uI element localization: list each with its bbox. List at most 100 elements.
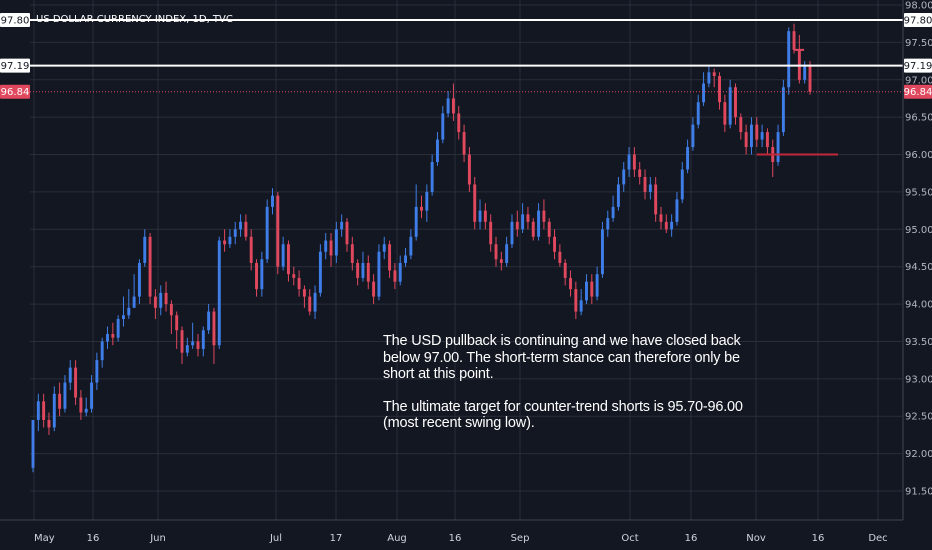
- candle-body: [547, 221, 551, 237]
- level-label-left-bg: [0, 84, 30, 99]
- y-tick-label: 93.00: [905, 374, 932, 385]
- candle-body: [388, 244, 392, 271]
- candle-body: [537, 210, 541, 237]
- candle-body: [675, 199, 679, 222]
- x-tick-label: Dec: [868, 533, 887, 544]
- candle-body: [494, 244, 498, 260]
- level-label-left: 97.80: [1, 15, 30, 26]
- candle-body: [787, 31, 791, 88]
- candle-body: [84, 408, 88, 413]
- x-tick-label: Nov: [746, 533, 766, 544]
- x-tick-label: Oct: [621, 533, 638, 544]
- candle-body: [781, 87, 785, 133]
- candle-body: [505, 244, 509, 263]
- annotation-paragraph-1: The USD pullback is continuing and we ha…: [383, 333, 741, 382]
- candle-body: [271, 195, 274, 207]
- y-tick-label: 96.50: [905, 113, 932, 124]
- candle-body: [803, 64, 807, 80]
- candle-body: [340, 221, 344, 230]
- candle-body: [808, 64, 812, 92]
- candle-body: [595, 274, 599, 297]
- candle-body: [510, 221, 514, 245]
- candle-body: [553, 236, 557, 252]
- candle-body: [632, 154, 636, 170]
- candle-body: [95, 360, 99, 383]
- level-label-right: 97.80: [904, 15, 932, 26]
- y-tick-label: 94.50: [905, 262, 932, 273]
- candle-body: [201, 330, 205, 349]
- candle-body: [68, 367, 72, 383]
- x-tick-label: 16: [812, 533, 825, 544]
- candle-body: [175, 315, 179, 331]
- candle-body: [382, 244, 386, 252]
- candle-body: [372, 281, 376, 297]
- annotation-box: The USD pullback is continuing and we ha…: [383, 333, 743, 432]
- candle-body: [106, 333, 109, 342]
- candle-body: [404, 255, 407, 263]
- y-tick-label: 92.00: [905, 449, 932, 460]
- candle-body: [483, 210, 487, 222]
- candle-body: [100, 341, 104, 361]
- level-label-right-bg: [904, 12, 932, 27]
- candle-body: [744, 132, 748, 148]
- candle-body: [329, 240, 333, 256]
- candle-body: [467, 154, 471, 185]
- candle-body: [691, 124, 695, 148]
- candle-body: [260, 259, 264, 290]
- candle-body: [276, 195, 280, 267]
- x-tick-label: Sep: [511, 533, 530, 544]
- level-label-left: 97.19: [1, 61, 30, 72]
- y-tick-label: 95.50: [905, 187, 932, 198]
- candle-body: [478, 210, 482, 222]
- x-tick-label: Jun: [149, 533, 166, 544]
- candle-body: [207, 311, 211, 331]
- candle-body: [191, 341, 195, 346]
- level-label-right-bg: [904, 84, 932, 99]
- level-label-left-bg: [0, 12, 30, 27]
- candle-body: [441, 113, 445, 140]
- candle-body: [356, 262, 360, 278]
- candle-body: [217, 240, 221, 346]
- candle-body: [638, 169, 642, 177]
- candle-body: [111, 333, 115, 338]
- candle-body: [159, 292, 163, 308]
- candle-body: [233, 229, 237, 237]
- candle-body: [79, 397, 83, 413]
- candle-body: [606, 218, 610, 230]
- candle-body: [47, 419, 51, 428]
- candle-body: [686, 147, 690, 170]
- candle-body: [648, 184, 652, 192]
- chart-title: US DOLLAR CURRENCY INDEX, 1D, TVC: [36, 14, 233, 25]
- candle-body: [489, 221, 493, 245]
- y-tick-label: 92.50: [905, 412, 932, 423]
- candle-body: [244, 221, 248, 237]
- candle-body: [324, 240, 328, 252]
- y-tick-label: 97.50: [905, 38, 932, 49]
- candle-body: [563, 262, 567, 278]
- candle-body: [414, 206, 418, 237]
- candle-body: [313, 292, 317, 312]
- candle-body: [36, 401, 40, 420]
- candle-body: [122, 315, 125, 320]
- y-tick-label: 97.00: [905, 75, 932, 86]
- candle-body: [712, 72, 716, 77]
- candle-body: [377, 251, 381, 297]
- candle-body: [718, 76, 721, 103]
- candle-body: [74, 367, 78, 398]
- candle-body: [526, 214, 530, 222]
- candle-body: [558, 251, 562, 263]
- candle-body: [345, 221, 349, 245]
- candle-body: [409, 236, 413, 256]
- candle-body: [622, 169, 626, 185]
- candle-body: [127, 307, 131, 316]
- candle-body: [286, 244, 290, 275]
- candle-body: [776, 132, 780, 163]
- y-tick-label: 91.50: [905, 487, 932, 498]
- candle-body: [143, 236, 147, 263]
- candle-body: [366, 262, 370, 282]
- level-label-left: 96.84: [1, 87, 30, 98]
- candle-body: [521, 214, 525, 230]
- y-tick-label: 98.00: [905, 1, 932, 12]
- x-tick-label: 16: [449, 533, 462, 544]
- candle-body: [760, 132, 764, 140]
